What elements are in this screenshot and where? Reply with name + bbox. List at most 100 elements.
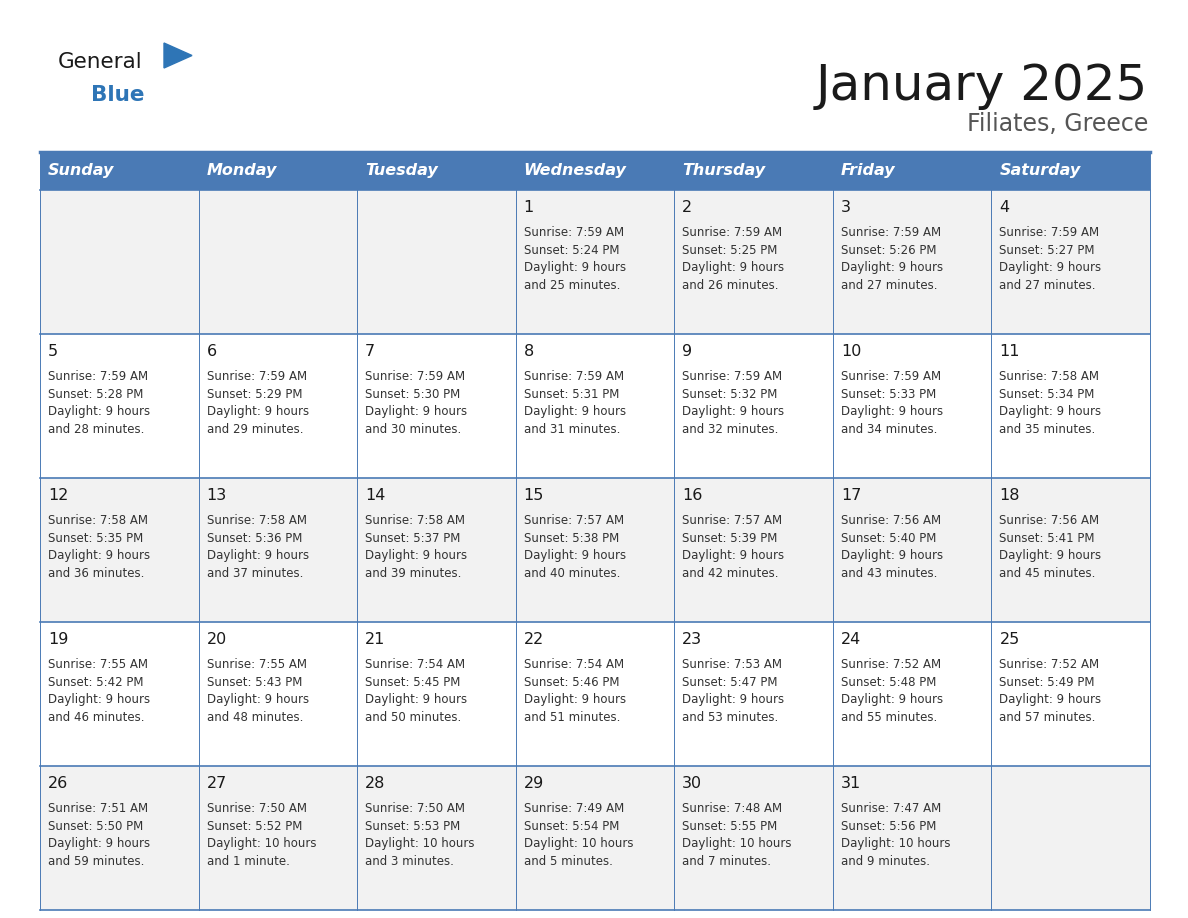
Text: Daylight: 10 hours: Daylight: 10 hours	[524, 837, 633, 850]
Text: and 37 minutes.: and 37 minutes.	[207, 566, 303, 580]
Text: and 36 minutes.: and 36 minutes.	[48, 566, 145, 580]
Text: 26: 26	[48, 776, 68, 791]
Text: Daylight: 9 hours: Daylight: 9 hours	[682, 262, 784, 274]
Text: Daylight: 9 hours: Daylight: 9 hours	[48, 405, 150, 419]
Text: Sunset: 5:37 PM: Sunset: 5:37 PM	[365, 532, 461, 544]
Text: Sunset: 5:25 PM: Sunset: 5:25 PM	[682, 244, 778, 257]
Text: 3: 3	[841, 200, 851, 215]
Text: Daylight: 9 hours: Daylight: 9 hours	[524, 262, 626, 274]
Text: 5: 5	[48, 344, 58, 359]
Text: 28: 28	[365, 776, 386, 791]
Text: Sunset: 5:34 PM: Sunset: 5:34 PM	[999, 387, 1095, 401]
Text: 21: 21	[365, 632, 386, 647]
Text: Saturday: Saturday	[999, 163, 1081, 178]
Text: January 2025: January 2025	[816, 62, 1148, 110]
Text: Daylight: 9 hours: Daylight: 9 hours	[524, 405, 626, 419]
Text: Sunrise: 7:49 AM: Sunrise: 7:49 AM	[524, 802, 624, 815]
Bar	[40, 334, 1150, 478]
Text: and 51 minutes.: and 51 minutes.	[524, 711, 620, 723]
Text: 24: 24	[841, 632, 861, 647]
Text: Sunset: 5:54 PM: Sunset: 5:54 PM	[524, 820, 619, 833]
Text: Sunset: 5:40 PM: Sunset: 5:40 PM	[841, 532, 936, 544]
Text: Daylight: 9 hours: Daylight: 9 hours	[207, 405, 309, 419]
Text: Daylight: 9 hours: Daylight: 9 hours	[682, 693, 784, 706]
Bar	[833, 152, 992, 190]
Bar	[675, 152, 833, 190]
Bar	[40, 152, 198, 190]
Text: Daylight: 9 hours: Daylight: 9 hours	[999, 405, 1101, 419]
Text: Daylight: 9 hours: Daylight: 9 hours	[365, 405, 467, 419]
Text: Daylight: 9 hours: Daylight: 9 hours	[682, 549, 784, 562]
Text: Daylight: 9 hours: Daylight: 9 hours	[999, 549, 1101, 562]
Text: and 1 minute.: and 1 minute.	[207, 855, 290, 868]
Text: and 27 minutes.: and 27 minutes.	[841, 279, 937, 292]
Text: Tuesday: Tuesday	[365, 163, 438, 178]
Text: 20: 20	[207, 632, 227, 647]
Text: and 26 minutes.: and 26 minutes.	[682, 279, 779, 292]
Text: 15: 15	[524, 488, 544, 503]
Text: Sunset: 5:45 PM: Sunset: 5:45 PM	[365, 676, 461, 688]
Text: 12: 12	[48, 488, 69, 503]
Text: Sunset: 5:29 PM: Sunset: 5:29 PM	[207, 387, 302, 401]
Text: Blue: Blue	[91, 85, 145, 105]
Text: and 32 minutes.: and 32 minutes.	[682, 423, 778, 436]
Text: and 29 minutes.: and 29 minutes.	[207, 423, 303, 436]
Text: and 50 minutes.: and 50 minutes.	[365, 711, 461, 723]
Text: Daylight: 10 hours: Daylight: 10 hours	[682, 837, 791, 850]
Text: Sunrise: 7:48 AM: Sunrise: 7:48 AM	[682, 802, 783, 815]
Bar	[40, 478, 1150, 622]
Text: Sunrise: 7:58 AM: Sunrise: 7:58 AM	[365, 514, 466, 527]
Bar	[516, 152, 675, 190]
Text: 2: 2	[682, 200, 693, 215]
Text: Sunrise: 7:58 AM: Sunrise: 7:58 AM	[48, 514, 148, 527]
Text: 1: 1	[524, 200, 533, 215]
Text: 14: 14	[365, 488, 386, 503]
Text: Sunrise: 7:59 AM: Sunrise: 7:59 AM	[682, 226, 783, 240]
Text: Sunrise: 7:52 AM: Sunrise: 7:52 AM	[841, 658, 941, 671]
Text: Sunset: 5:32 PM: Sunset: 5:32 PM	[682, 387, 778, 401]
Text: Sunset: 5:35 PM: Sunset: 5:35 PM	[48, 532, 144, 544]
Bar	[40, 190, 1150, 334]
Text: and 46 minutes.: and 46 minutes.	[48, 711, 145, 723]
Text: and 55 minutes.: and 55 minutes.	[841, 711, 937, 723]
Text: Sunrise: 7:59 AM: Sunrise: 7:59 AM	[841, 370, 941, 383]
Text: 30: 30	[682, 776, 702, 791]
Text: 18: 18	[999, 488, 1020, 503]
Text: 10: 10	[841, 344, 861, 359]
Text: and 3 minutes.: and 3 minutes.	[365, 855, 454, 868]
Text: Sunrise: 7:57 AM: Sunrise: 7:57 AM	[682, 514, 783, 527]
Text: Sunset: 5:36 PM: Sunset: 5:36 PM	[207, 532, 302, 544]
Text: and 27 minutes.: and 27 minutes.	[999, 279, 1095, 292]
Text: and 43 minutes.: and 43 minutes.	[841, 566, 937, 580]
Text: Daylight: 9 hours: Daylight: 9 hours	[365, 693, 467, 706]
Text: Monday: Monday	[207, 163, 277, 178]
Text: Sunset: 5:30 PM: Sunset: 5:30 PM	[365, 387, 461, 401]
Text: Sunrise: 7:47 AM: Sunrise: 7:47 AM	[841, 802, 941, 815]
Text: Sunset: 5:39 PM: Sunset: 5:39 PM	[682, 532, 778, 544]
Text: Daylight: 10 hours: Daylight: 10 hours	[207, 837, 316, 850]
Text: and 30 minutes.: and 30 minutes.	[365, 423, 461, 436]
Text: Sunset: 5:38 PM: Sunset: 5:38 PM	[524, 532, 619, 544]
Text: Friday: Friday	[841, 163, 896, 178]
Text: Sunrise: 7:53 AM: Sunrise: 7:53 AM	[682, 658, 782, 671]
Text: 17: 17	[841, 488, 861, 503]
Text: Sunrise: 7:59 AM: Sunrise: 7:59 AM	[365, 370, 466, 383]
Text: Daylight: 9 hours: Daylight: 9 hours	[207, 549, 309, 562]
Text: Daylight: 9 hours: Daylight: 9 hours	[999, 693, 1101, 706]
Text: Sunrise: 7:58 AM: Sunrise: 7:58 AM	[207, 514, 307, 527]
Text: Wednesday: Wednesday	[524, 163, 626, 178]
Text: Sunset: 5:42 PM: Sunset: 5:42 PM	[48, 676, 144, 688]
Text: Daylight: 9 hours: Daylight: 9 hours	[524, 693, 626, 706]
Text: Daylight: 9 hours: Daylight: 9 hours	[841, 262, 943, 274]
Text: and 59 minutes.: and 59 minutes.	[48, 855, 145, 868]
Text: 7: 7	[365, 344, 375, 359]
Text: Sunrise: 7:59 AM: Sunrise: 7:59 AM	[207, 370, 307, 383]
Text: Sunday: Sunday	[48, 163, 114, 178]
Text: Sunrise: 7:55 AM: Sunrise: 7:55 AM	[207, 658, 307, 671]
Text: and 9 minutes.: and 9 minutes.	[841, 855, 930, 868]
Bar	[992, 152, 1150, 190]
Text: Sunrise: 7:56 AM: Sunrise: 7:56 AM	[999, 514, 1100, 527]
Text: Sunset: 5:41 PM: Sunset: 5:41 PM	[999, 532, 1095, 544]
Text: Sunset: 5:27 PM: Sunset: 5:27 PM	[999, 244, 1095, 257]
Text: Sunset: 5:52 PM: Sunset: 5:52 PM	[207, 820, 302, 833]
